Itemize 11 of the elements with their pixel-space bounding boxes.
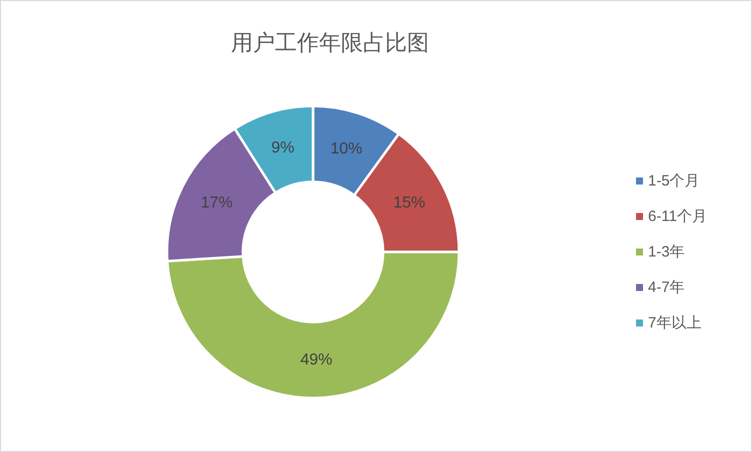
data-label: 15% (393, 194, 426, 212)
data-label: 49% (300, 351, 332, 368)
data-label: 9% (271, 140, 294, 157)
legend-label: 7年以上 (648, 314, 702, 332)
chart-title: 用户工作年限占比图 (231, 30, 429, 55)
data-label: 17% (200, 194, 233, 212)
legend-label: 6-11个月 (648, 208, 707, 225)
legend-label: 1-5个月 (648, 172, 700, 190)
data-label: 10% (330, 140, 362, 158)
legend-label: 4-7年 (648, 279, 685, 296)
legend-label: 1-3年 (648, 244, 685, 260)
